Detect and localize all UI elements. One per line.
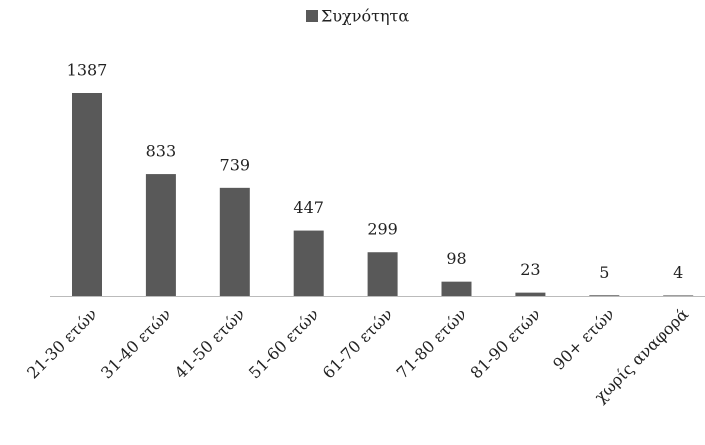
bar	[663, 295, 694, 296]
data-label: 5	[599, 263, 609, 282]
data-label: 1387	[67, 61, 108, 80]
data-label: 23	[520, 260, 540, 279]
bar	[219, 187, 250, 296]
x-tick-label: 81-90 ετών	[467, 305, 545, 383]
data-label: 447	[293, 198, 324, 217]
data-label: 739	[220, 155, 251, 174]
bar	[441, 281, 472, 296]
x-tick-label: 51-60 ετών	[245, 305, 323, 383]
data-label: 4	[673, 263, 683, 282]
legend-swatch	[306, 10, 318, 22]
bar	[589, 295, 620, 296]
x-tick-label: 31-40 ετών	[97, 305, 175, 383]
data-label: 833	[146, 142, 177, 161]
x-tick-label: 61-70 ετών	[319, 305, 397, 383]
bar	[293, 230, 324, 296]
x-tick-label: 41-50 ετών	[171, 305, 249, 383]
x-tick-label: 21-30 ετών	[23, 305, 101, 383]
legend-label: Συχνότητα	[321, 7, 409, 26]
bar	[145, 174, 176, 296]
x-tick-label: 90+ ετών	[549, 305, 618, 374]
bar	[367, 252, 398, 296]
bar	[72, 93, 102, 296]
data-label: 299	[367, 220, 398, 239]
bar	[515, 292, 546, 296]
x-tick-label: 71-80 ετών	[393, 305, 471, 383]
data-label: 98	[446, 249, 466, 268]
